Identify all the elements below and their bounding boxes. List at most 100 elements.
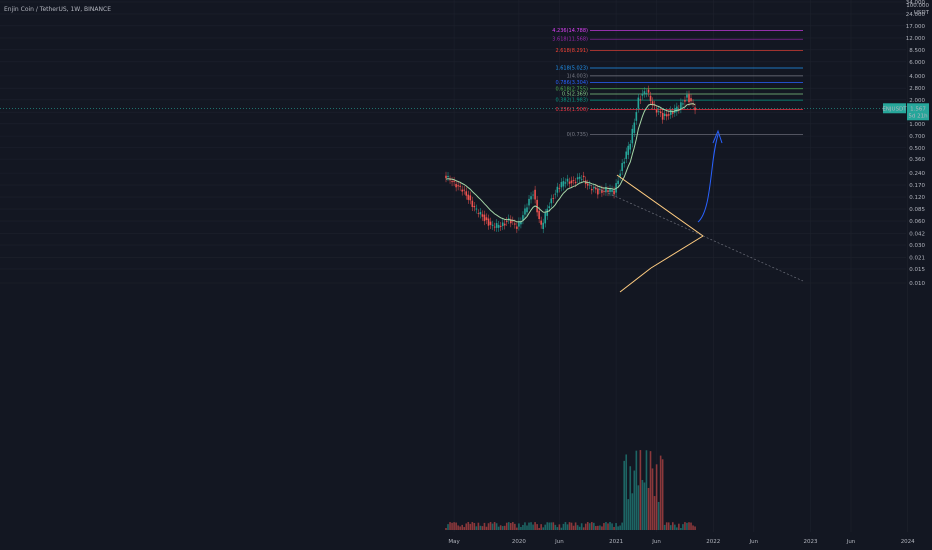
time-tick: 2024 [901, 539, 915, 545]
volume-bar [661, 459, 664, 530]
candle-body [591, 188, 593, 191]
volume-bar [457, 525, 459, 530]
volume-bar [526, 525, 528, 530]
candle-body [593, 187, 595, 189]
price-tick: 12.000 [906, 36, 926, 42]
candle-body [623, 161, 625, 164]
volume-bar [473, 523, 476, 530]
volume-bar [584, 523, 587, 530]
candle-body [605, 186, 607, 192]
volume-bar [625, 454, 628, 530]
candle-body [501, 222, 504, 227]
price-tick: 0.120 [909, 195, 925, 201]
volume-bar [544, 524, 547, 530]
volume-bar [514, 523, 516, 530]
volume-bar [445, 528, 447, 530]
candle-body [449, 179, 451, 181]
volume-bar [588, 523, 591, 530]
candle-body [552, 198, 555, 200]
candle-body [495, 223, 498, 228]
candle-body [530, 196, 532, 200]
volume-bar [475, 526, 478, 530]
volume-bar [556, 527, 559, 530]
volume-bar [487, 523, 490, 530]
price-tick: 8.500 [909, 48, 925, 54]
volume-bar [536, 524, 538, 530]
volume-bar [503, 525, 506, 530]
candle-body [532, 194, 534, 196]
volume-bar [593, 522, 595, 530]
candle-body [572, 180, 575, 181]
candle-body [649, 95, 652, 101]
candle-body [514, 223, 516, 225]
time-tick: 2022 [706, 539, 720, 545]
candle-body [682, 103, 684, 105]
volume-bar [518, 523, 520, 530]
candle-body [613, 190, 615, 195]
candle-body [588, 184, 591, 186]
volume-bar [542, 527, 544, 530]
volume-bar [467, 522, 470, 530]
candle-body [560, 182, 563, 188]
volume-bar [538, 527, 540, 530]
volume-bar [493, 522, 496, 530]
price-tick: 0.021 [909, 255, 925, 261]
candle-body [568, 181, 571, 184]
volume-bar [560, 527, 563, 530]
volume-bar [601, 526, 603, 530]
volume-bar [674, 524, 676, 530]
volume-bar [558, 524, 561, 530]
volume-bar [528, 522, 530, 530]
volume-bar [524, 522, 526, 530]
candle-body [570, 180, 573, 184]
candle-body [586, 183, 589, 186]
candle-body [667, 114, 670, 116]
volume-bar [639, 450, 642, 530]
candle-body [619, 173, 621, 177]
fibonacci-extension[interactable]: 4.236(14.788) 3.618(11.568) 2.618(8.291) 1.… [552, 28, 803, 138]
candle-body [522, 215, 524, 221]
volume-bar [623, 460, 625, 530]
volume-bar [599, 525, 601, 530]
volume-bar [459, 526, 461, 530]
volume-bar [595, 526, 597, 530]
volume-bar [532, 524, 534, 530]
volume-bar [643, 482, 646, 530]
candle-body [688, 94, 690, 103]
candle-body [542, 222, 544, 230]
symmetrical-triangle[interactable] [589, 174, 804, 293]
candle-body [562, 181, 565, 187]
volume-bar [631, 493, 634, 530]
time-tick: Jun [554, 539, 564, 545]
volume-bars [445, 450, 696, 530]
candle-body [669, 110, 672, 115]
price-tick: 6.000 [909, 60, 925, 66]
time-tick: Jun [846, 539, 856, 545]
price-axis[interactable]: 100.000USDT68.00048.00034.00024.00017.00… [906, 0, 930, 287]
fib-level-label: 1(4.003) [567, 73, 588, 79]
volume-bar [580, 523, 583, 530]
candle-body [453, 180, 455, 182]
candle-body [599, 189, 601, 191]
price-tick: 34.000 [906, 0, 926, 6]
price-tick: 2.800 [909, 86, 925, 92]
candle-body [536, 199, 538, 213]
volume-bar [562, 523, 565, 530]
candle-body [556, 186, 559, 193]
candle-body [631, 128, 634, 144]
projection-arrow[interactable] [697, 129, 723, 223]
volume-bar [461, 524, 463, 530]
volume-bar [505, 522, 508, 530]
candle-body [566, 178, 569, 182]
candle-body [475, 208, 478, 210]
candle-body [580, 178, 583, 180]
time-tick: 2020 [512, 539, 526, 545]
price-tick: 0.700 [909, 134, 925, 140]
candle-body [467, 194, 470, 200]
candle-body [461, 189, 463, 192]
volume-bar [657, 501, 660, 530]
time-axis[interactable]: May 2020 Jun 2021 Jun 2022 Jun 2023 Jun 2024 [448, 539, 915, 545]
volume-bar [574, 522, 577, 530]
volume-bar [609, 522, 611, 530]
